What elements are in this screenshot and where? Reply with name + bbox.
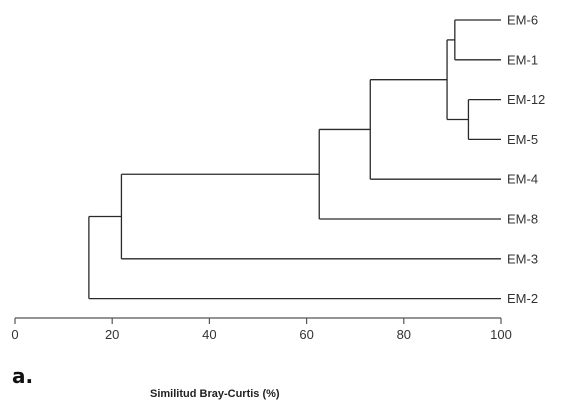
leaf-label-em-4: EM-4 xyxy=(507,172,538,187)
leaf-label-em-1: EM-1 xyxy=(507,52,538,67)
x-axis-title: Similitud Bray-Curtis (%) xyxy=(150,388,280,400)
leaf-label-em-5: EM-5 xyxy=(507,132,538,147)
x-tick-label-100: 100 xyxy=(490,327,512,342)
leaf-labels: EM-6 EM-1 EM-12 EM-5 EM-4 EM-8 EM-3 EM-2 xyxy=(507,13,545,307)
dendrogram-plot: EM-6 EM-1 EM-12 EM-5 EM-4 EM-8 EM-3 EM-2 0 20 40 6… xyxy=(11,13,545,343)
x-tick-label-20: 20 xyxy=(105,327,119,342)
leaf-label-em-12: EM-12 xyxy=(507,92,545,107)
dendrogram-branches xyxy=(88,19,501,300)
leaf-label-em-8: EM-8 xyxy=(507,212,538,227)
x-tick-label-80: 80 xyxy=(397,327,411,342)
x-axis: 0 20 40 60 80 100 xyxy=(11,317,512,342)
leaf-label-em-6: EM-6 xyxy=(507,13,538,28)
leaf-label-em-2: EM-2 xyxy=(507,291,538,306)
leaf-label-em-3: EM-3 xyxy=(507,251,538,266)
x-tick-label-0: 0 xyxy=(11,327,18,342)
x-tick-label-40: 40 xyxy=(202,327,216,342)
x-tick-label-60: 60 xyxy=(299,327,313,342)
panel-label: a. xyxy=(12,364,34,388)
